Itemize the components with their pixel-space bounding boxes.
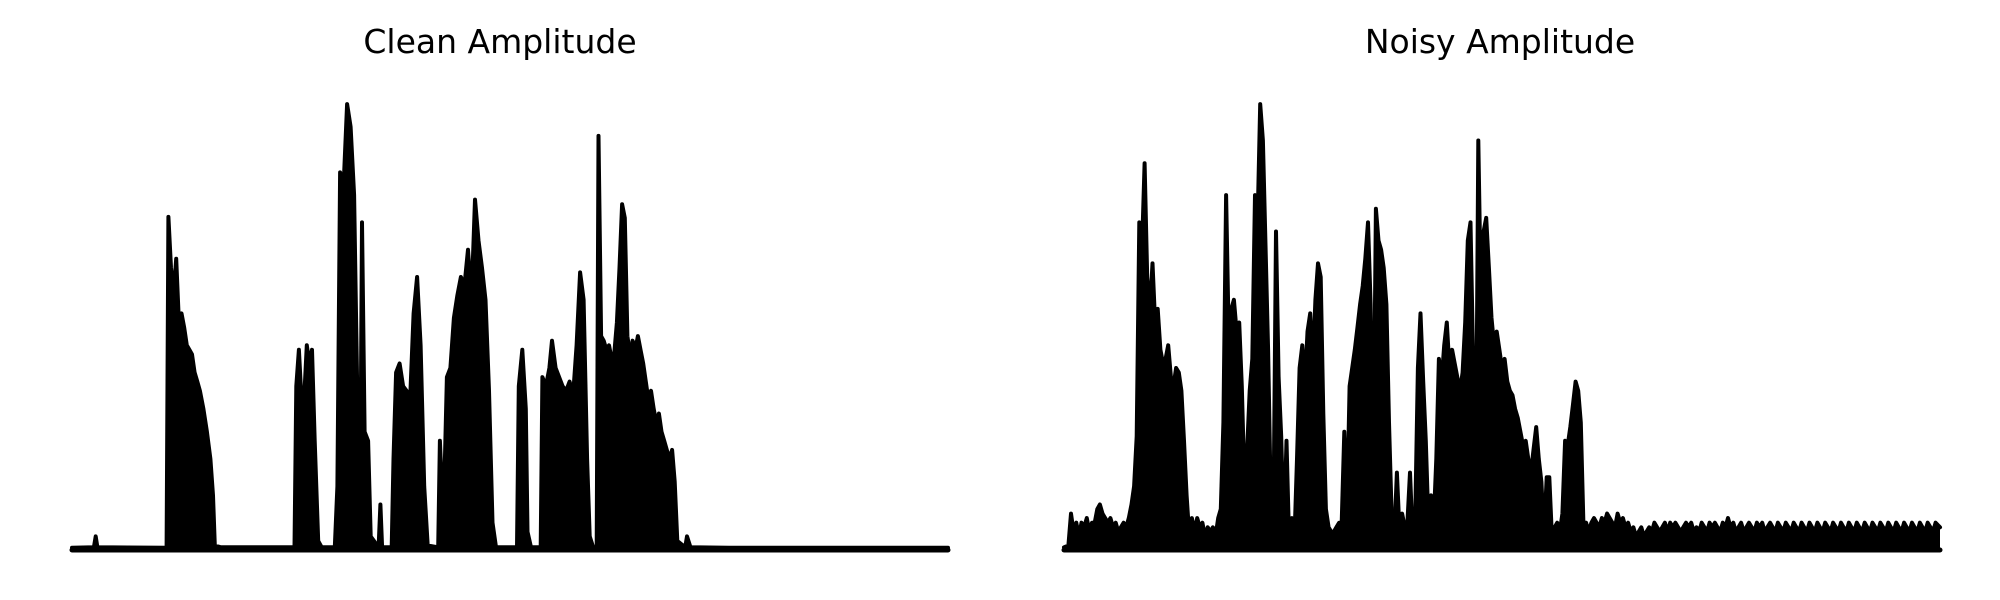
amplitude-envelope-0 [72,104,948,550]
amplitude-line-0 [1062,102,1942,550]
noisy-amplitude-plot [1061,102,1943,553]
clean-amplitude-panel: Clean Amplitude [69,22,951,553]
chart-title: Clean Amplitude [363,22,637,61]
clean-amplitude-plot [69,102,951,553]
chart-title: Noisy Amplitude [1364,22,1636,61]
noisy-amplitude-panel: Noisy Amplitude [1000,0,2000,600]
amplitude-line-0 [70,102,950,550]
amplitude-envelope-0 [1064,104,1940,550]
